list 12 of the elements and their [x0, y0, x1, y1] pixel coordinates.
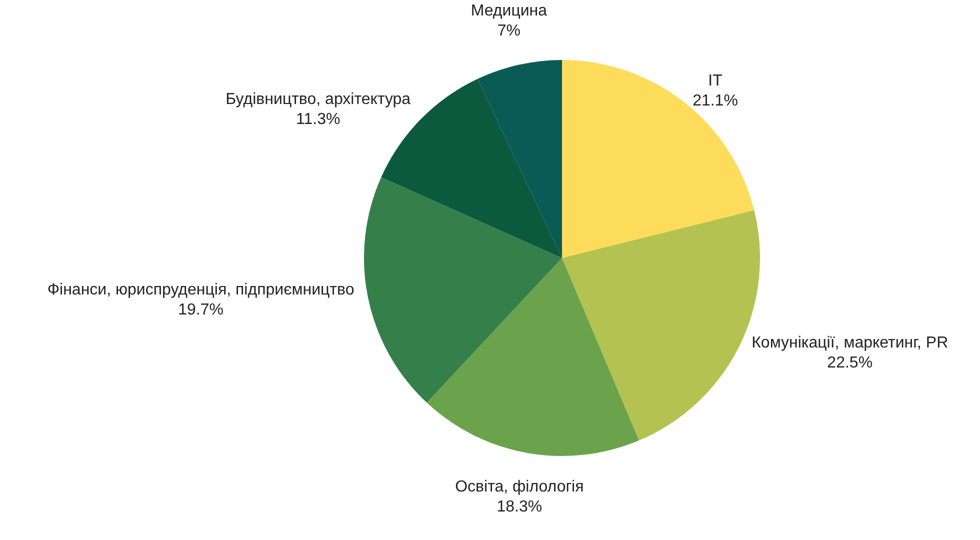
data-label: 11.3%	[296, 111, 340, 128]
slice-label: IT	[708, 72, 723, 90]
data-label: 21.1%	[692, 92, 738, 110]
data-label: 19.7%	[178, 301, 224, 318]
slice-label: Освіта, філологія	[455, 478, 584, 496]
slice-label: Будівництво, архітектура	[226, 91, 411, 108]
data-label: 18.3%	[496, 498, 542, 516]
slice-label: Комунікації, маркетинг, PR	[752, 334, 948, 352]
data-label: 7%	[497, 22, 520, 40]
slice-label: Фінанси, юриспруденція, підприємництво	[47, 281, 354, 298]
slice-label: Медицина	[470, 2, 548, 20]
data-label: 22.5%	[827, 354, 873, 372]
